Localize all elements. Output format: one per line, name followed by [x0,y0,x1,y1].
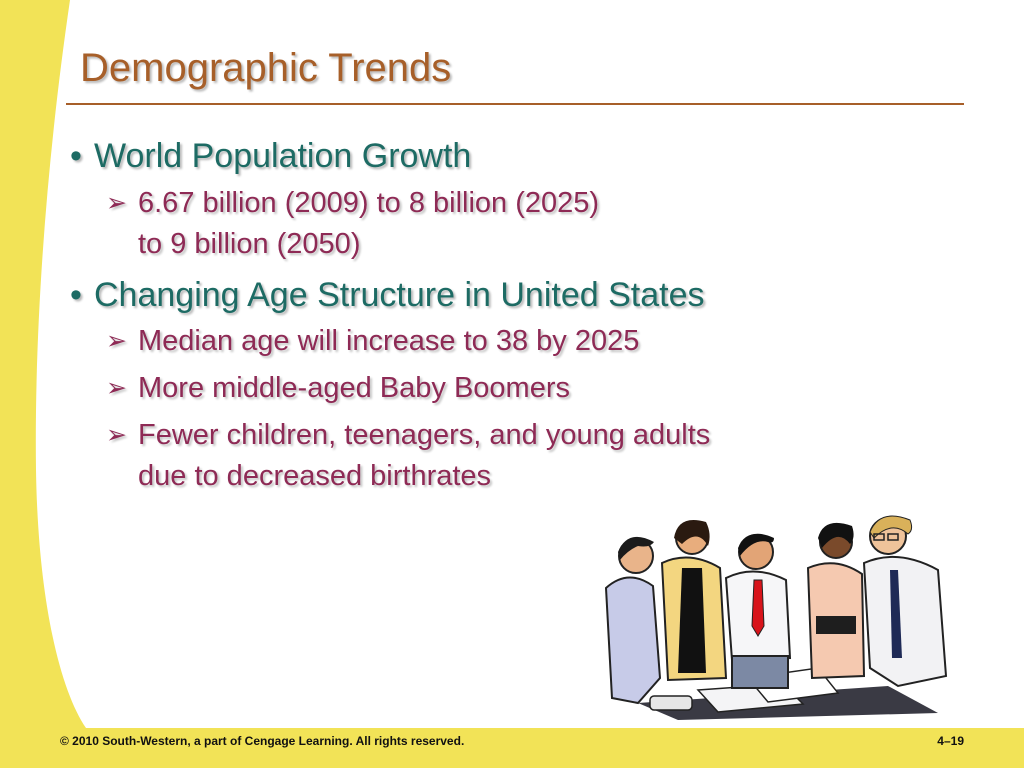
business-team-clipart [604,515,948,720]
sub-bullet-line: to 9 billion (2050) [138,228,361,260]
sub-bullet-line: Fewer children, teenagers, and young adu… [138,419,711,451]
round-bullet-icon: • [70,137,82,175]
round-bullet-icon: • [70,276,82,314]
bullet-text: Changing Age Structure in United States [94,276,705,314]
sub-bullet-line: due to decreased birthrates [138,460,492,492]
bullet-list: • World Population Growth ➢ 6.67 billion… [70,136,950,497]
arrow-bullet-icon: ➢ [106,374,127,402]
bullet-world-population: • World Population Growth [70,136,950,176]
bullet-text: World Population Growth [94,137,472,175]
arrow-bullet-icon: ➢ [106,327,127,355]
sub-bullet-line: Median age will increase to 38 by 2025 [138,325,640,357]
sub-bullet-baby-boomers: ➢ More middle-aged Baby Boomers [70,368,950,409]
slide-number: 4–19 [937,734,964,748]
sub-bullet-population-figures: ➢ 6.67 billion (2009) to 8 billion (2025… [70,183,950,265]
bullet-age-structure: • Changing Age Structure in United State… [70,275,950,315]
title-divider [66,103,964,105]
sub-bullet-median-age: ➢ Median age will increase to 38 by 2025 [70,321,950,362]
sub-bullet-line: 6.67 billion (2009) to 8 billion (2025) [138,187,600,219]
footer-bar [0,728,1024,768]
sub-bullet-fewer-children: ➢ Fewer children, teenagers, and young a… [70,415,950,497]
arrow-bullet-icon: ➢ [106,421,127,449]
sub-bullet-line: More middle-aged Baby Boomers [138,372,570,404]
copyright-text: © 2010 South-Western, a part of Cengage … [60,734,465,748]
arrow-bullet-icon: ➢ [106,189,127,217]
slide-title: Demographic Trends [80,46,452,90]
